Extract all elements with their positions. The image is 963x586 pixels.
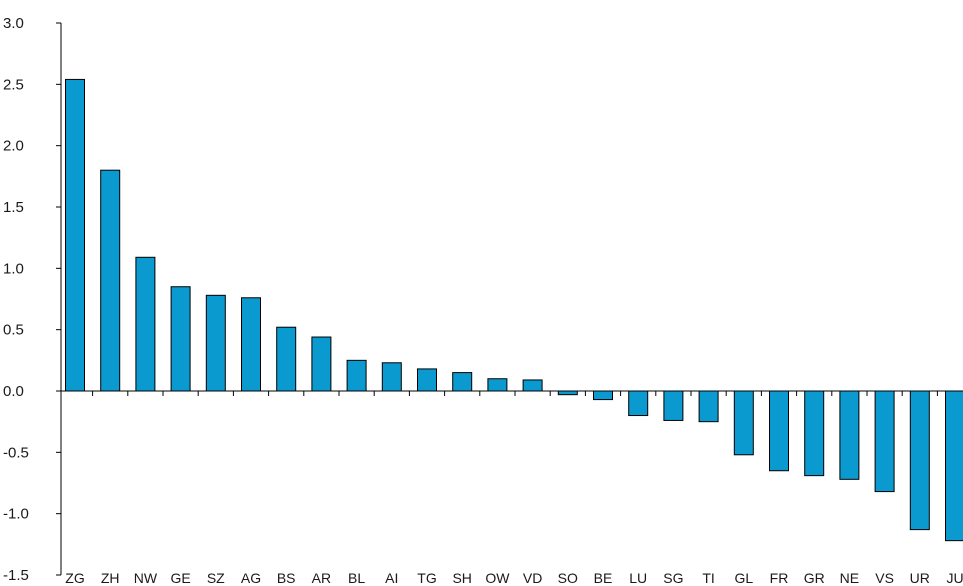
x-category-label-ai: AI [385, 570, 398, 586]
bar-be [593, 390, 613, 401]
x-category-label-bl: BL [348, 570, 365, 586]
x-category-label-gl: GL [734, 570, 753, 586]
x-category-label-ge: GE [170, 570, 190, 586]
x-category-label-ow: OW [485, 570, 510, 586]
x-category-label-ur: UR [910, 570, 930, 586]
y-tick-label: -1.5 [3, 567, 29, 584]
y-tick-label: 2.5 [3, 76, 24, 93]
bar-ge [170, 286, 191, 392]
x-category-label-so: SO [558, 570, 578, 586]
bar-ar [311, 336, 332, 392]
axes [60, 23, 963, 575]
y-tick-label: 2.0 [3, 138, 24, 155]
bar-ai [381, 362, 402, 392]
x-category-label-ag: AG [241, 570, 261, 586]
bar-ag [241, 297, 261, 392]
bar-gl [733, 390, 754, 456]
y-ticks: 3.0 2.5 2.0 1.5 1.0 0.5 0.0 -0.5 -1.0 -1.5 [3, 15, 61, 584]
bar-zh [100, 169, 121, 392]
bar-sh [452, 372, 473, 392]
x-category-label-sh: SH [452, 570, 471, 586]
x-category-label-ne: NE [840, 570, 859, 586]
bar-lu [628, 390, 649, 417]
bar-so [557, 390, 578, 396]
x-category-label-ar: AR [312, 570, 331, 586]
bar-bs [276, 326, 297, 392]
x-category-label-tg: TG [417, 570, 436, 586]
x-category-label-zg: ZG [65, 570, 84, 586]
bar-sz [205, 294, 226, 392]
x-category-label-zh: ZH [101, 570, 120, 586]
x-ticks: ZG ZH NW GE SZ AG BS AR BL AI TG SH OW VD SO BE LU SG TI GL… [65, 391, 963, 586]
y-tick-label: -1.0 [3, 506, 29, 523]
bar-bl [346, 359, 367, 392]
bar-vs [874, 390, 895, 493]
bar-sg [663, 390, 684, 421]
bar-nw [135, 256, 156, 392]
x-category-label-vs: VS [875, 570, 894, 586]
x-category-label-fr: FR [770, 570, 789, 586]
y-tick-label: 0.5 [3, 322, 24, 339]
x-category-label-bs: BS [277, 570, 296, 586]
x-category-label-nw: NW [134, 570, 158, 586]
x-category-label-lu: LU [629, 570, 647, 586]
bar-fr [769, 390, 789, 472]
y-tick-label: 0.0 [3, 383, 24, 400]
bar-zg [65, 78, 85, 392]
y-tick-label: 3.0 [3, 15, 24, 32]
x-category-label-gr: GR [804, 570, 825, 586]
bar-gr [804, 390, 825, 477]
bars [65, 78, 963, 542]
bar-ur [909, 390, 930, 531]
y-tick-label: 1.0 [3, 260, 24, 277]
bar-ne [839, 390, 860, 480]
x-category-label-vd: VD [523, 570, 542, 586]
y-tick-label: 1.5 [3, 199, 24, 216]
y-tick-label: -0.5 [3, 444, 29, 461]
x-category-label-be: BE [594, 570, 613, 586]
bar-vd [522, 379, 543, 392]
x-category-label-ju: JU [946, 570, 963, 586]
x-category-label-sg: SG [663, 570, 683, 586]
x-category-label-ti: TI [702, 570, 714, 586]
x-category-label-sz: SZ [207, 570, 225, 586]
bar-tg [417, 368, 437, 392]
bar-ju [945, 390, 963, 542]
bar-ti [698, 390, 719, 423]
bar-ow [487, 378, 508, 392]
